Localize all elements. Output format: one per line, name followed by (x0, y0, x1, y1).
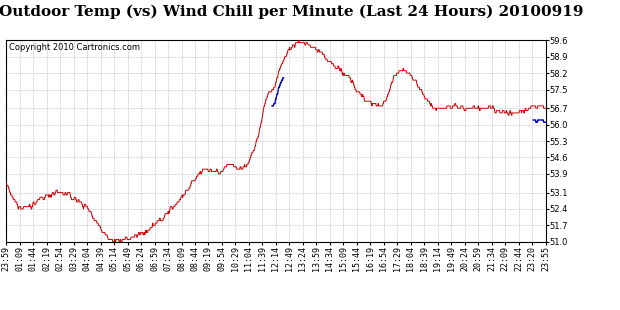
Text: Outdoor Temp (vs) Wind Chill per Minute (Last 24 Hours) 20100919: Outdoor Temp (vs) Wind Chill per Minute … (0, 5, 583, 19)
Text: Copyright 2010 Cartronics.com: Copyright 2010 Cartronics.com (9, 43, 140, 52)
